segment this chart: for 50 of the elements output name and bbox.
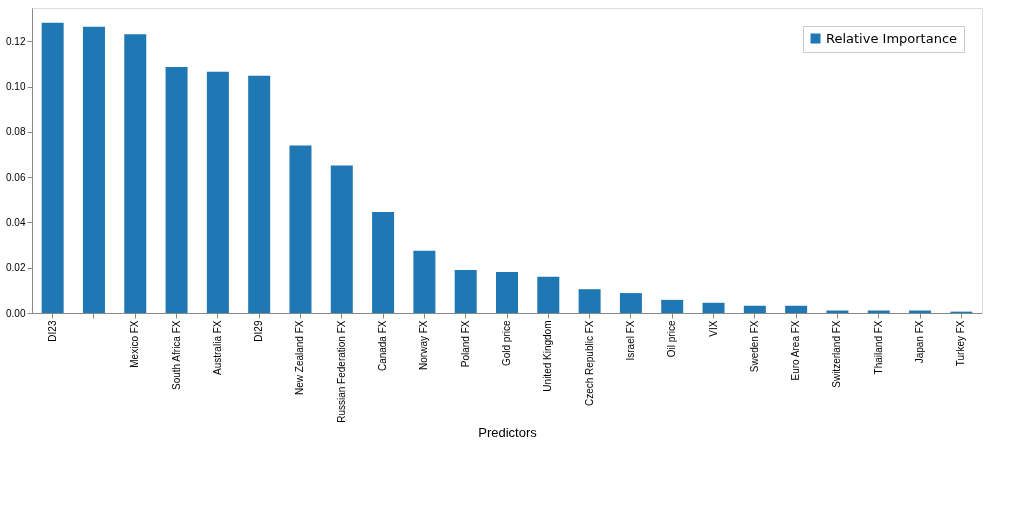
bar [702,302,725,313]
x-tick-label: VIX [707,320,719,337]
x-tick-label: Gold price [501,320,512,367]
x-tick-label: Israel FX [624,320,636,361]
y-tick-label: 0.00 [6,307,26,319]
bar [413,250,436,313]
bar [82,26,105,313]
bar [578,289,601,313]
bar [372,212,395,313]
x-tick-label: South Africa FX [170,320,182,390]
legend-label: Relative Importance [826,30,958,46]
bar [41,22,64,313]
bar [289,145,312,313]
y-tick-label: 0.10 [6,81,26,93]
x-tick-label: DI29 [253,320,265,342]
x-tick-label: Thailand FX [872,320,884,375]
bar [165,67,188,313]
bar [537,276,560,313]
bar [124,34,147,313]
x-tick-label: Euro Area FX [790,320,802,381]
x-tick-label: Canada FX [377,320,389,372]
bar [785,305,808,313]
bar [454,269,477,313]
x-tick-label: DI23 [46,320,58,342]
y-tick-label: 0.06 [6,171,26,183]
x-tick-label: Oil price [666,320,678,358]
y-tick-label: 0.04 [6,216,26,228]
x-tick-label: Poland FX [459,320,471,368]
y-tick-label: 0.12 [6,35,26,47]
bar [619,293,642,313]
x-tick-label: New Zealand FX [294,320,306,395]
bar [496,272,518,313]
bar [248,75,271,313]
bar [330,165,353,313]
x-tick-label: United Kingdom [542,320,554,392]
x-tick-label: Switzerland FX [831,320,843,388]
x-tick-label: Sweden FX [748,320,760,373]
y-tick-label: 0.08 [6,126,26,138]
y-tick-label: 0.02 [6,262,26,274]
x-tick-label: Russian Federation FX [335,320,347,423]
bar [743,305,766,313]
bar [661,299,684,313]
x-tick-label: Mexico FX [129,320,141,368]
bar [206,71,229,313]
x-axis-title: Predictors [478,424,538,440]
x-tick-label: Norway FX [418,320,430,370]
x-tick-label: Czech Republic FX [583,320,595,407]
x-tick-label: Australia FX [211,320,223,375]
x-tick-label: Turkey FX [955,320,967,367]
x-tick-label: Japan FX [914,320,926,364]
